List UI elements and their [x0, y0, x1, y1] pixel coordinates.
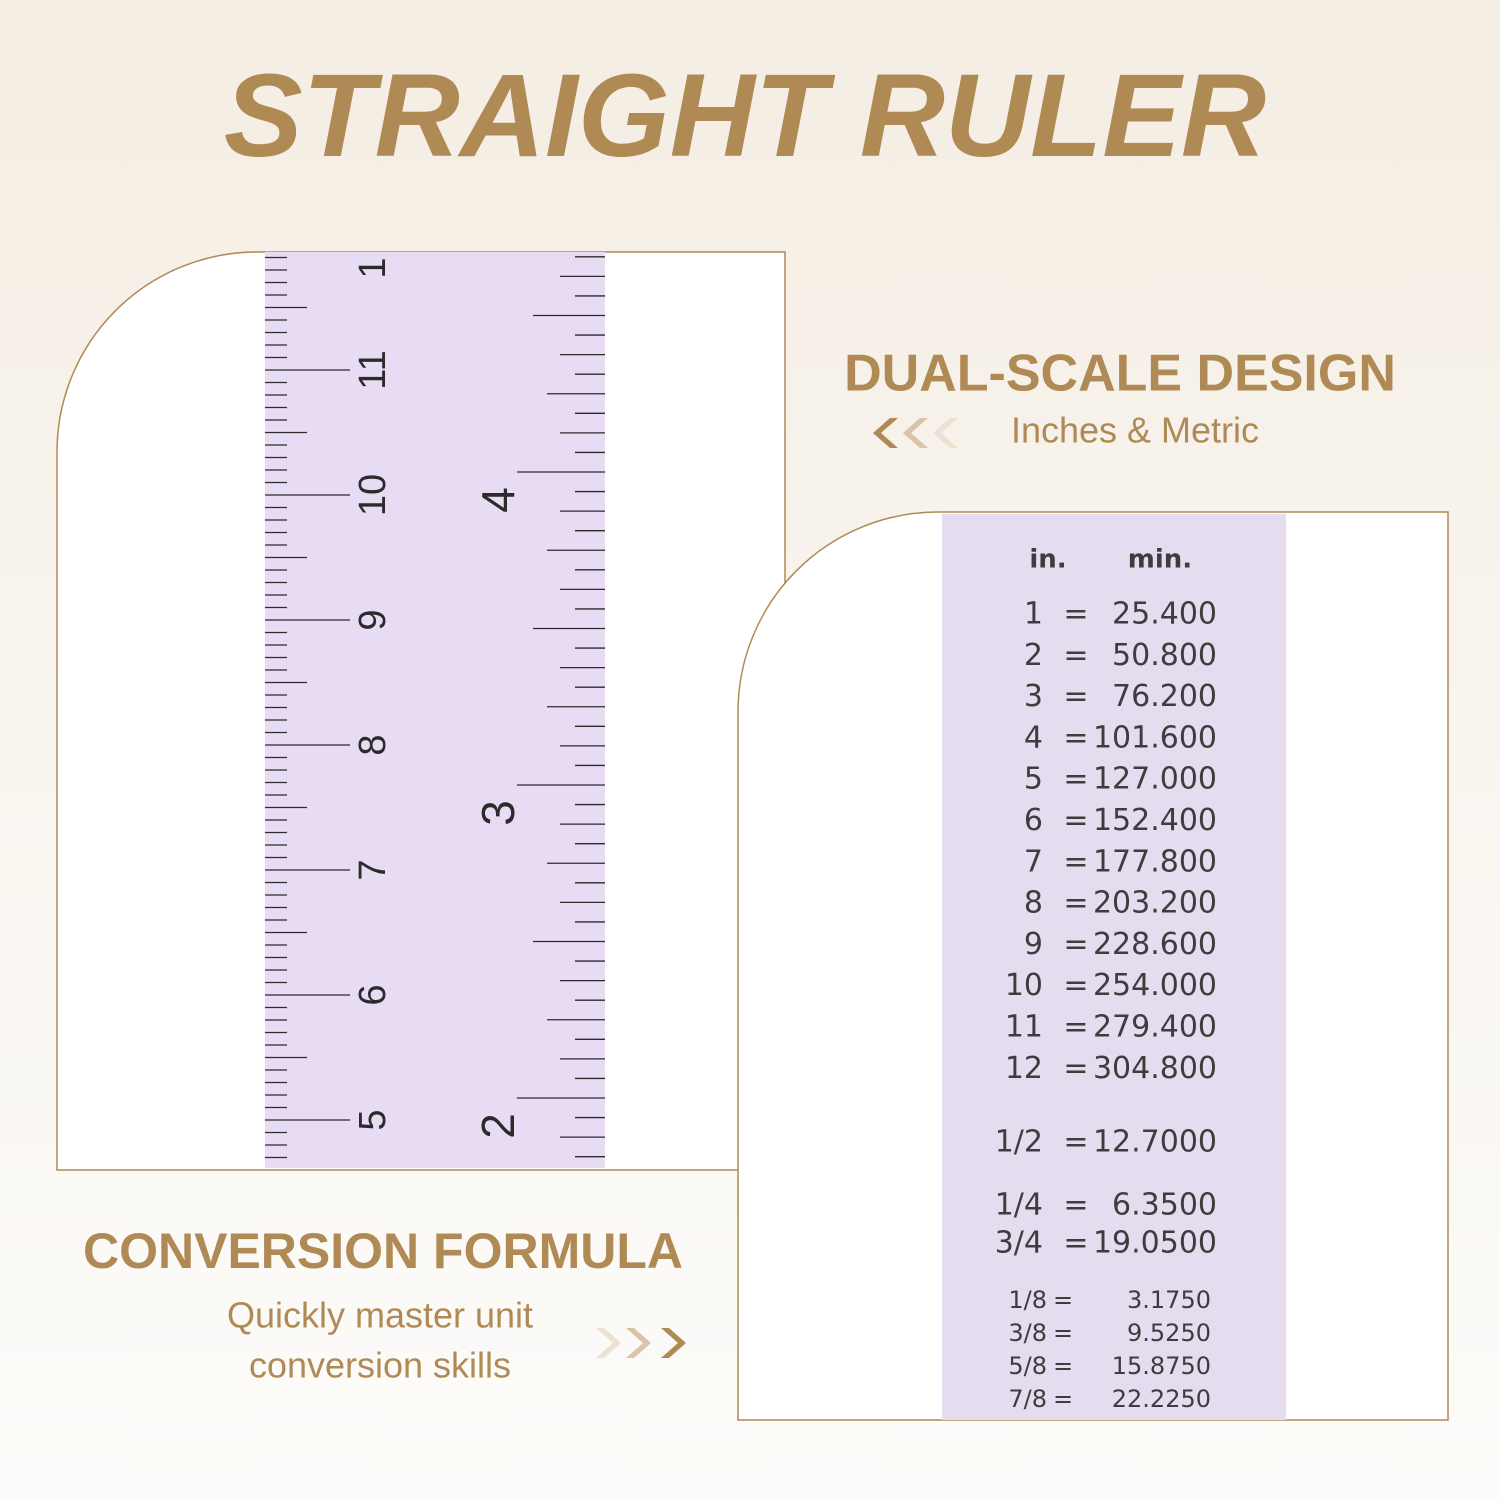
table-equals: = — [1063, 597, 1088, 632]
table-mm: 254.000 — [1093, 968, 1217, 1003]
table-equals: = — [1053, 1319, 1073, 1347]
table-inch: 7 — [1024, 844, 1043, 879]
table-inch: 1/4 — [995, 1188, 1043, 1223]
table-mm: 50.800 — [1112, 638, 1217, 673]
table-mm: 15.8750 — [1112, 1352, 1211, 1380]
table-mm: 228.600 — [1093, 927, 1217, 962]
inch-label: 4 — [472, 487, 524, 513]
table-equals: = — [1053, 1385, 1073, 1413]
table-inch: 3/8 — [1008, 1319, 1047, 1347]
table-inch: 5 — [1024, 762, 1043, 797]
table-header: in. — [1029, 545, 1066, 575]
table-equals: = — [1063, 679, 1088, 714]
feature-text: conversion skills — [249, 1345, 511, 1386]
inch-label: 3 — [472, 800, 524, 826]
table-mm: 6.3500 — [1112, 1188, 1217, 1223]
feature-heading: CONVERSION FORMULA — [83, 1223, 683, 1279]
feature-text: Quickly master unit — [227, 1295, 533, 1336]
cm-label: 11 — [352, 350, 394, 389]
table-inch: 6 — [1024, 803, 1043, 838]
table-inch: 9 — [1024, 927, 1043, 962]
table-equals: = — [1053, 1286, 1073, 1314]
table-inch: 10 — [1005, 968, 1043, 1003]
table-inch: 1/8 — [1008, 1286, 1047, 1314]
table-equals: = — [1063, 1125, 1088, 1160]
table-inch: 2 — [1024, 638, 1043, 673]
table-mm: 25.400 — [1112, 597, 1217, 632]
cm-label: 6 — [352, 984, 394, 1005]
table-equals: = — [1063, 886, 1088, 921]
table-equals: = — [1063, 1226, 1088, 1261]
chevrons-left — [873, 418, 958, 448]
table-equals: = — [1063, 968, 1088, 1003]
table-mm: 12.7000 — [1093, 1125, 1217, 1160]
table-equals: = — [1063, 1051, 1088, 1086]
table-inch: 1/2 — [995, 1125, 1043, 1160]
table-inch: 12 — [1005, 1051, 1043, 1086]
table-inch: 1 — [1024, 597, 1043, 632]
table-equals: = — [1063, 720, 1088, 755]
table-equals: = — [1063, 762, 1088, 797]
table-mm: 101.600 — [1093, 720, 1217, 755]
table-equals: = — [1063, 803, 1088, 838]
table-inch: 3/4 — [995, 1226, 1043, 1261]
table-mm: 304.800 — [1093, 1051, 1217, 1086]
table-mm: 279.400 — [1093, 1010, 1217, 1045]
table-inch: 3 — [1024, 679, 1043, 714]
table-equals: = — [1063, 927, 1088, 962]
cm-label: 8 — [352, 734, 394, 755]
table-equals: = — [1063, 638, 1088, 673]
table-equals: = — [1063, 1010, 1088, 1045]
table-inch: 5/8 — [1008, 1352, 1047, 1380]
feature-text: Inches & Metric — [1011, 410, 1259, 451]
cm-label: 9 — [352, 609, 394, 630]
table-inch: 11 — [1005, 1010, 1043, 1045]
table-mm: 177.800 — [1093, 844, 1217, 879]
table-mm: 203.200 — [1093, 886, 1217, 921]
ruler — [265, 252, 605, 1168]
table-mm: 3.1750 — [1127, 1286, 1211, 1314]
cm-label: 10 — [352, 474, 394, 516]
table-equals: = — [1053, 1352, 1073, 1380]
title: STRAIGHT RULER — [224, 50, 1266, 182]
table-mm: 19.0500 — [1093, 1226, 1217, 1261]
table-mm: 9.5250 — [1127, 1319, 1211, 1347]
table-mm: 127.000 — [1093, 762, 1217, 797]
table-mm: 76.200 — [1112, 679, 1217, 714]
cm-label: 5 — [352, 1109, 394, 1130]
ruler-back — [942, 514, 1286, 1420]
chevrons-right — [596, 1328, 686, 1358]
table-inch: 4 — [1024, 720, 1043, 755]
table-equals: = — [1063, 844, 1088, 879]
cm-label: 1 — [352, 257, 394, 278]
inch-label: 2 — [472, 1113, 524, 1139]
table-inch: 7/8 — [1008, 1385, 1047, 1413]
table-inch: 8 — [1024, 886, 1043, 921]
table-mm: 22.2250 — [1112, 1385, 1211, 1413]
table-mm: 152.400 — [1093, 803, 1217, 838]
feature-heading: DUAL-SCALE DESIGN — [844, 345, 1396, 403]
table-header: min. — [1128, 545, 1192, 575]
table-equals: = — [1063, 1188, 1088, 1223]
cm-label: 7 — [352, 859, 394, 880]
